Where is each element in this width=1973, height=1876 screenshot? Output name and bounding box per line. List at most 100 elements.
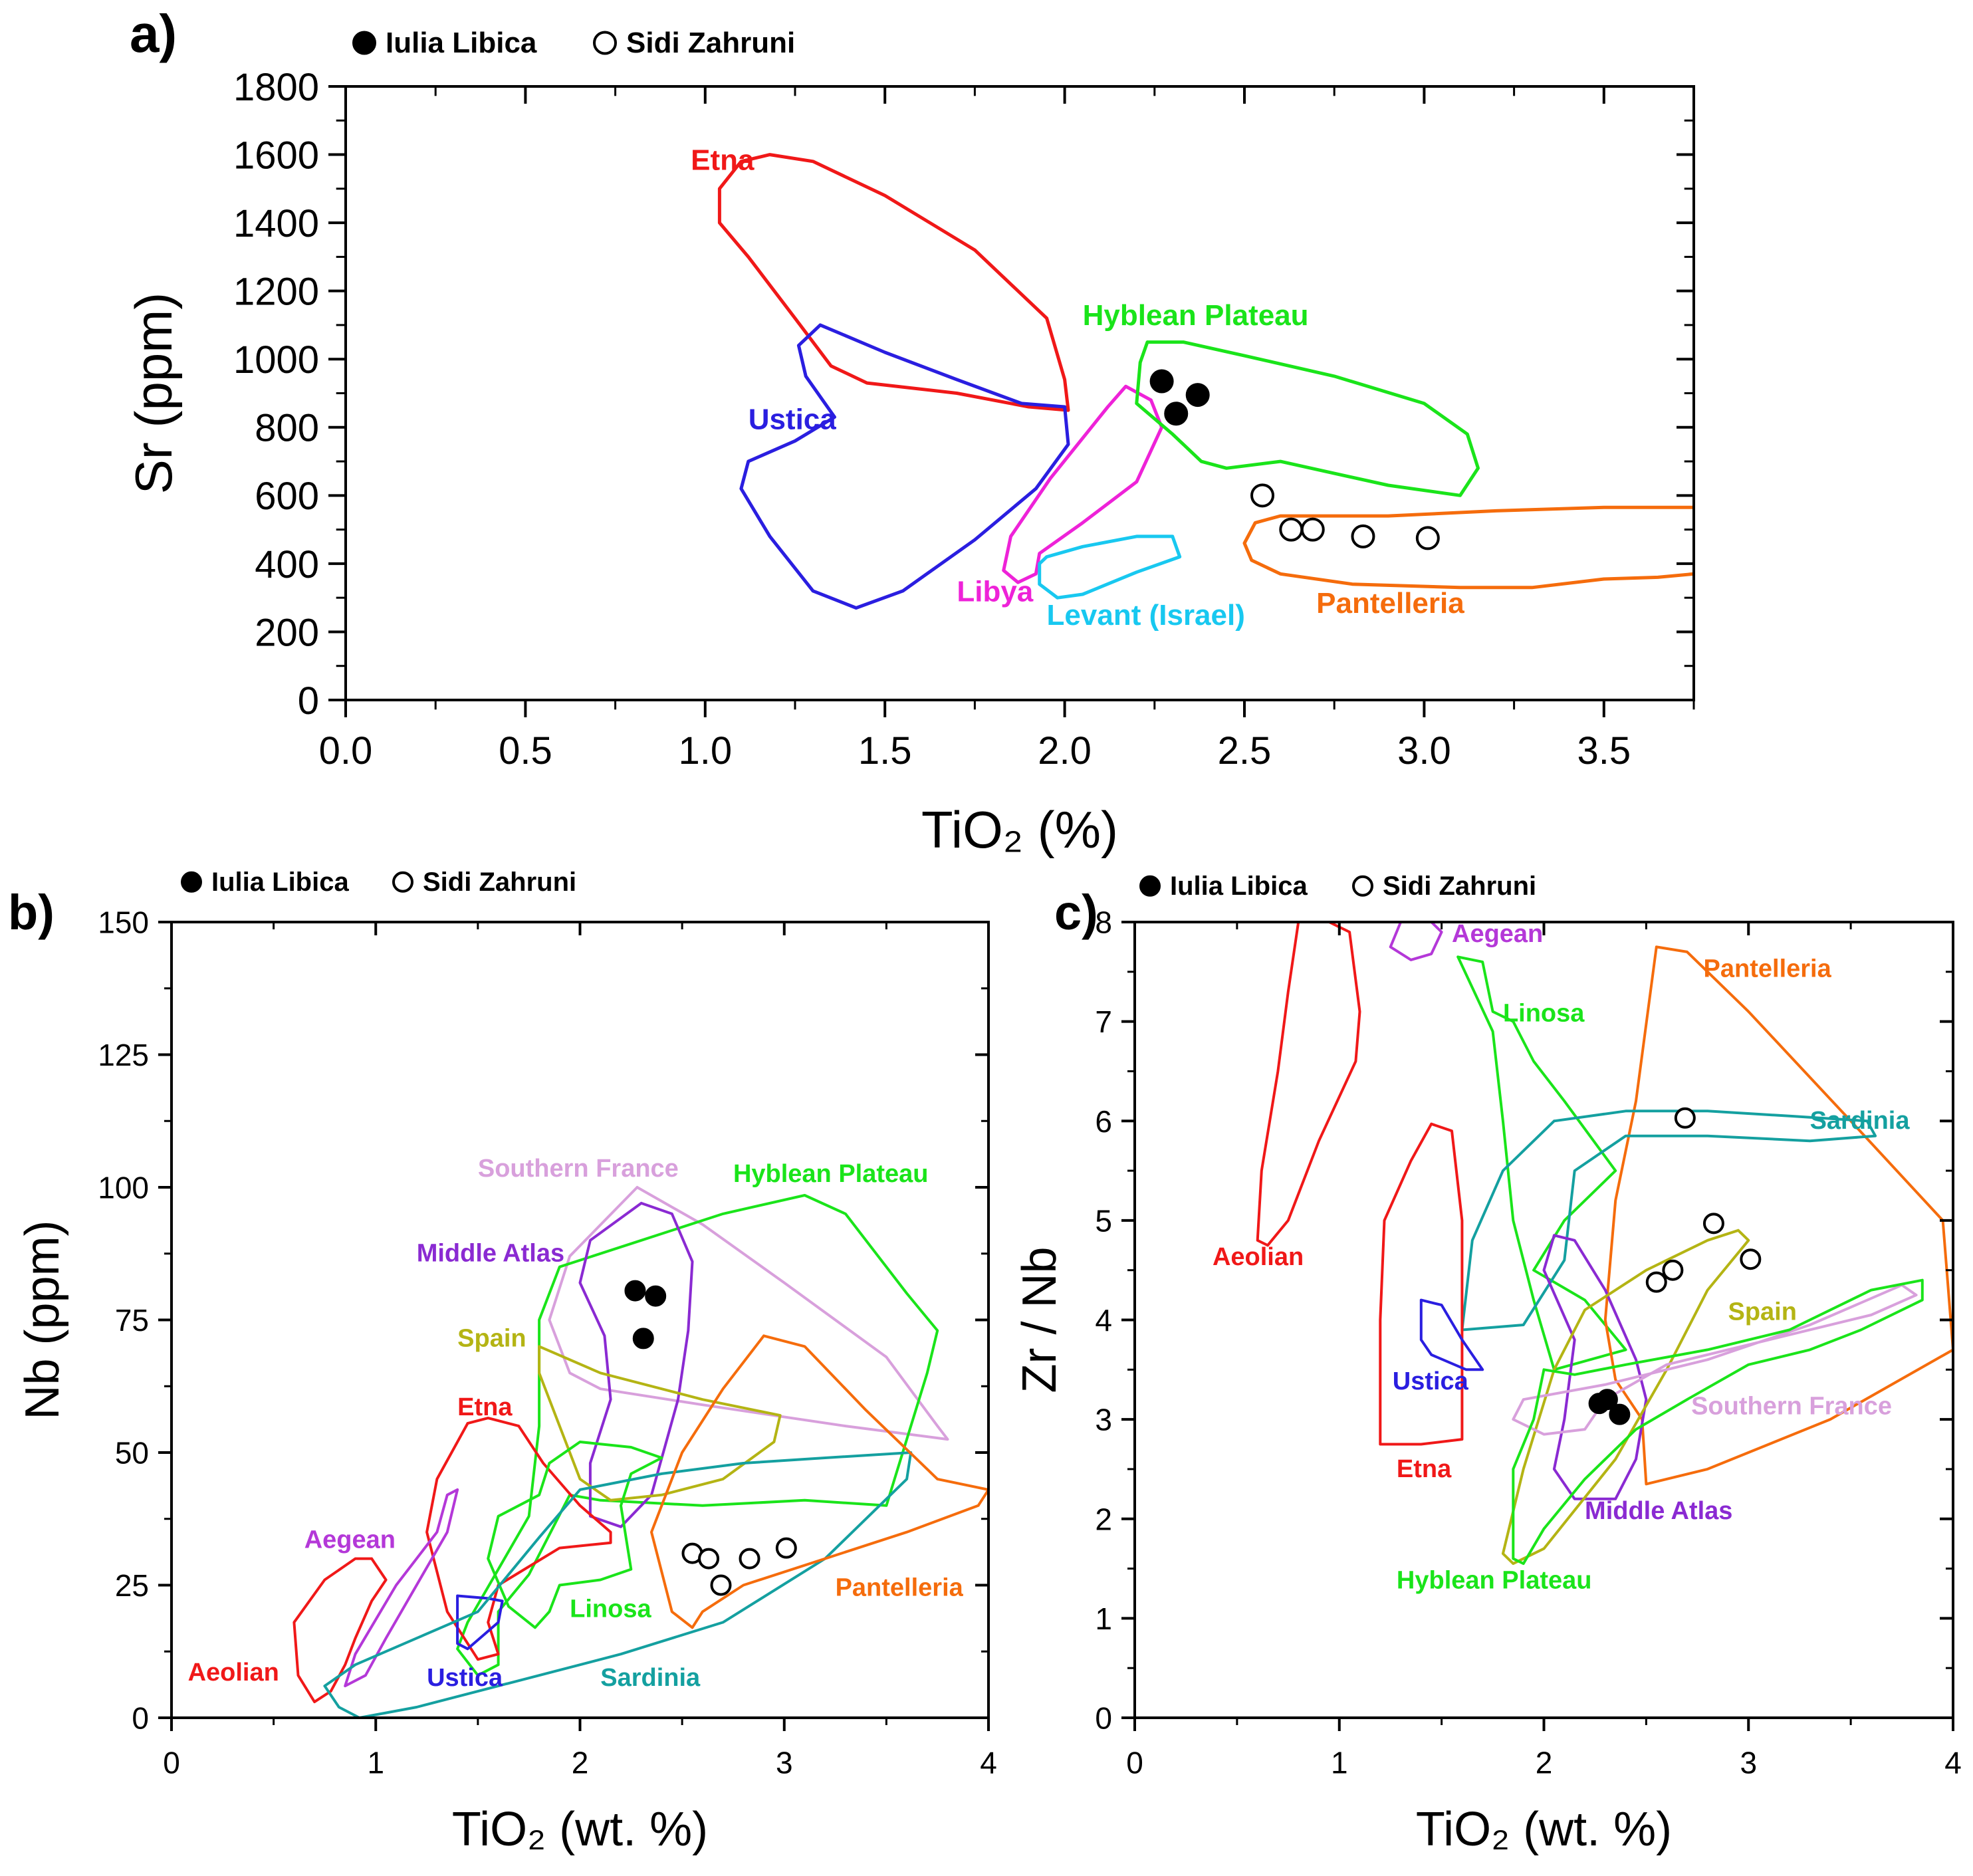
field-outline-sardinia (1460, 1110, 1877, 1332)
field-outline-ustica (739, 323, 1070, 610)
field-label-spain: Spain (1728, 1298, 1796, 1326)
x-tick-label: 2.0 (1038, 729, 1092, 772)
field-label-ustica: Ustica (1393, 1367, 1469, 1395)
y-tick-label: 600 (255, 475, 319, 518)
field-label-aeolian: Aeolian (188, 1659, 279, 1687)
y-tick-label: 0 (132, 1701, 149, 1736)
y-axis-label: Zr / Nb (1013, 1246, 1066, 1393)
y-tick-label: 125 (98, 1038, 149, 1072)
data-point-sidi-zahruni (710, 1574, 732, 1596)
data-point-sidi-zahruni (1279, 517, 1304, 542)
field-outline-aegean (1389, 922, 1443, 961)
data-point-sidi-zahruni (775, 1537, 797, 1559)
legend-label-sidi-zahruni: Sidi Zahruni (1383, 872, 1536, 901)
field-label-pantelleria: Pantelleria (836, 1574, 964, 1601)
field-label-aeolian: Aeolian (1213, 1243, 1304, 1271)
series-iulia-libica (1588, 1389, 1631, 1425)
x-tick-label: 1 (367, 1745, 384, 1780)
x-tick-label: 0.5 (499, 729, 552, 772)
legend: Iulia Libica Sidi Zahruni (352, 27, 795, 59)
x-tick-label: 2 (1536, 1745, 1553, 1780)
legend-label-sidi-zahruni: Sidi Zahruni (626, 27, 795, 59)
field-outline-ustica (1419, 1298, 1484, 1371)
x-tick-label: 3.0 (1397, 729, 1451, 772)
y-tick-label: 2 (1095, 1502, 1112, 1536)
series-sidi-zahruni (1645, 1107, 1762, 1293)
x-tick-label: 3 (776, 1745, 793, 1780)
field-label-etna: Etna (691, 144, 754, 177)
data-point-sidi-zahruni (1645, 1271, 1667, 1293)
field-label-hyblean-plateau: Hyblean Plateau (1397, 1566, 1592, 1594)
field-outline-spain (538, 1345, 782, 1502)
field-outline-middle-atlas (1542, 1234, 1648, 1500)
y-tick-label: 800 (255, 407, 319, 450)
y-tick-label: 1000 (233, 338, 319, 382)
series-sidi-zahruni (681, 1537, 797, 1596)
y-tick-label: 100 (98, 1171, 149, 1205)
field-label-aegean: Aegean (304, 1526, 396, 1554)
legend-marker-iulia-libica (1139, 875, 1161, 897)
x-tick-label: 2.5 (1218, 729, 1272, 772)
x-tick-label: 1.0 (678, 729, 732, 772)
panel-label: a) (130, 4, 177, 63)
x-tick-label: 2 (572, 1745, 589, 1780)
legend-label-iulia-libica: Iulia Libica (386, 27, 537, 59)
data-point-sidi-zahruni (1674, 1107, 1696, 1129)
y-tick-label: 1400 (233, 202, 319, 245)
field-outline-hyblean-plateau (1512, 1278, 1924, 1566)
data-point-iulia-libica (1164, 402, 1189, 426)
field-outline-etna (1379, 1122, 1464, 1446)
legend-marker-iulia-libica (181, 871, 202, 893)
y-tick-label: 6 (1095, 1104, 1112, 1139)
panel-label: b) (8, 885, 55, 940)
field-outlines (717, 153, 1694, 610)
field-outline-spain (1501, 1229, 1750, 1566)
data-point-sidi-zahruni (1351, 524, 1375, 548)
field-label-southern-france: Southern France (478, 1155, 679, 1183)
x-tick-label: 0 (1126, 1745, 1143, 1780)
data-point-sidi-zahruni (1740, 1248, 1762, 1270)
field-label-aegean: Aegean (1452, 920, 1543, 948)
data-point-iulia-libica (1149, 369, 1174, 394)
chart-panel-a: Etna Ustica Libya Levant (Israel) Hyblean Pl… (124, 4, 1695, 859)
data-point-iulia-libica (1185, 383, 1210, 408)
x-tick-label: 4 (1944, 1745, 1962, 1780)
x-tick-label: 1.5 (858, 729, 912, 772)
y-axis-label: Sr (ppm) (124, 293, 183, 494)
x-tick-label: 1 (1331, 1745, 1348, 1780)
data-point-sidi-zahruni (739, 1548, 760, 1570)
x-axis-label: TiO₂ (wt. %) (452, 1803, 708, 1856)
field-outline-aegean (344, 1488, 459, 1688)
field-label-libya: Libya (957, 575, 1033, 608)
data-point-sidi-zahruni (698, 1548, 720, 1570)
field-outlines (292, 1186, 988, 1718)
field-label-linosa: Linosa (570, 1595, 651, 1623)
series-sidi-zahruni (1250, 483, 1440, 550)
field-label-sardinia: Sardinia (1810, 1107, 1911, 1135)
legend: Iulia Libica Sidi Zahruni (1139, 872, 1536, 901)
x-axis-label: TiO₂ (wt. %) (1416, 1803, 1672, 1856)
y-tick-label: 1600 (233, 134, 319, 177)
y-tick-label: 4 (1095, 1303, 1112, 1338)
field-outline-aeolian (292, 1557, 388, 1704)
x-tick-label: 3 (1740, 1745, 1757, 1780)
x-tick-label: 4 (980, 1745, 997, 1780)
y-tick-label: 0 (1095, 1701, 1112, 1736)
x-tick-label: 3.5 (1577, 729, 1631, 772)
legend-marker-iulia-libica (352, 31, 376, 55)
x-tick-label: 0.0 (319, 729, 373, 772)
field-label-etna: Etna (457, 1393, 513, 1421)
field-label-sardinia: Sardinia (600, 1664, 701, 1692)
field-outline-etna (425, 1417, 612, 1661)
legend-label-sidi-zahruni: Sidi Zahruni (423, 868, 576, 897)
field-label-hyblean-plateau: Hyblean Plateau (1083, 299, 1309, 332)
field-outline-hyblean-plateau (1135, 340, 1480, 497)
series-iulia-libica (624, 1280, 667, 1349)
field-label-linosa: Linosa (1503, 1000, 1585, 1028)
legend-marker-sidi-zahruni (392, 871, 413, 893)
y-tick-label: 1800 (233, 66, 319, 109)
x-axis-label: TiO₂ (%) (921, 800, 1118, 859)
panel-label: c) (1054, 885, 1098, 940)
field-label-etna: Etna (1397, 1455, 1452, 1483)
